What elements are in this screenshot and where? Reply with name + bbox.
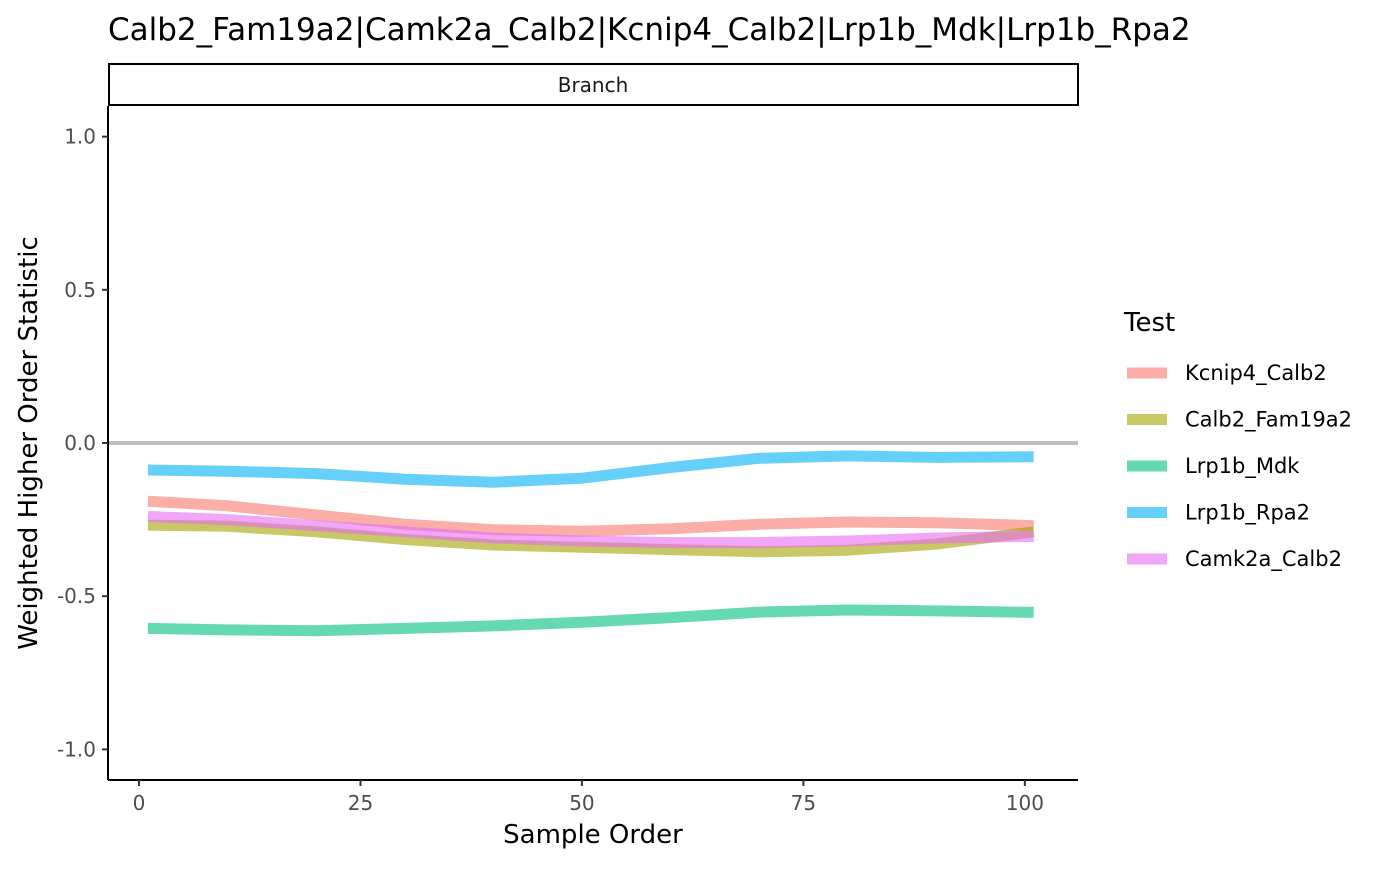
y-tick-label: 1.0 <box>64 125 96 149</box>
series-line-lrp1b_rpa2 <box>147 450 1034 488</box>
series-line-camk2a_calb2 <box>147 511 1034 549</box>
y-tick-label: -1.0 <box>57 737 96 761</box>
series-line-calb2_fam19a2 <box>147 519 1035 558</box>
y-axis-title: Weighted Higher Order Statistic <box>14 236 44 650</box>
legend-label: Calb2_Fam19a2 <box>1185 408 1352 433</box>
x-tick-label: 25 <box>348 791 373 815</box>
legend-label: Kcnip4_Calb2 <box>1185 361 1327 386</box>
x-tick-label: 50 <box>569 791 594 815</box>
x-tick-label: 100 <box>1006 791 1044 815</box>
x-tick-label: 0 <box>133 791 146 815</box>
x-axis-title: Sample Order <box>503 820 683 850</box>
x-tick-label: 75 <box>791 791 816 815</box>
plot-area <box>108 441 1078 637</box>
facet-strip-label: Branch <box>558 73 629 97</box>
axes: 1.0 0.5 0.0 -0.5 -1.0 0 25 50 75 100 <box>57 106 1078 815</box>
y-tick-label: 0.5 <box>64 278 96 302</box>
series-line-lrp1b_mdk <box>147 604 1034 637</box>
y-tick-label: -0.5 <box>57 584 96 608</box>
legend-label: Lrp1b_Rpa2 <box>1185 501 1310 526</box>
chart-title: Calb2_Fam19a2|Camk2a_Calb2|Kcnip4_Calb2|… <box>108 12 1191 48</box>
legend: Kcnip4_Calb2 Calb2_Fam19a2 Lrp1b_Mdk Lrp1b_… <box>1127 361 1352 572</box>
legend-label: Camk2a_Calb2 <box>1185 547 1342 572</box>
legend-label: Lrp1b_Mdk <box>1185 454 1300 479</box>
series-line-kcnip4_calb2 <box>147 495 1034 537</box>
facet-strip <box>108 63 1079 106</box>
y-tick-label: 0.0 <box>64 431 96 455</box>
legend-title: Test <box>1123 308 1175 338</box>
